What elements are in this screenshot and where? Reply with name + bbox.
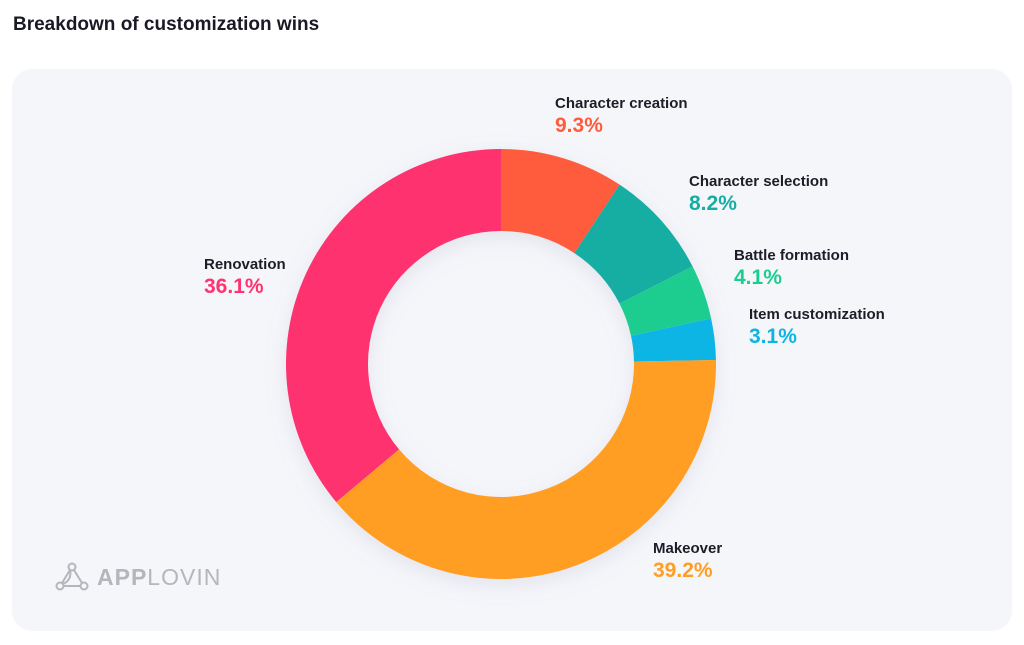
applovin-logo: APPLOVIN bbox=[55, 562, 221, 592]
label-item-customization: Item customization 3.1% bbox=[749, 306, 885, 349]
slice-label: Character creation bbox=[555, 95, 688, 112]
slice-battle-formation bbox=[619, 266, 712, 336]
slice-value: 9.3% bbox=[555, 114, 603, 137]
slice-label: Battle formation bbox=[734, 247, 850, 264]
logo-text-light: LOVIN bbox=[147, 563, 222, 590]
logo-text-bold: APP bbox=[97, 563, 148, 590]
slice-value: 39.2% bbox=[653, 559, 713, 582]
slice-character-selection bbox=[574, 184, 693, 304]
slice-label: Item customization bbox=[749, 306, 885, 323]
slice-label: Renovation bbox=[204, 256, 286, 273]
label-makeover: Makeover 39.2% bbox=[653, 540, 722, 583]
slice-label: Makeover bbox=[653, 540, 723, 557]
slice-value: 8.2% bbox=[689, 192, 737, 215]
slice-makeover bbox=[336, 359, 716, 579]
slice-item-customization bbox=[630, 318, 716, 362]
slice-value: 4.1% bbox=[734, 266, 782, 289]
slice-value: 3.1% bbox=[749, 325, 797, 348]
slice-value: 36.1% bbox=[204, 275, 264, 298]
slice-label: Character selection bbox=[689, 173, 829, 190]
label-character-creation: Character creation 9.3% bbox=[555, 95, 688, 138]
chart-title: Breakdown of customization wins bbox=[13, 14, 320, 35]
label-renovation: Renovation 36.1% bbox=[204, 256, 286, 299]
slice-renovation bbox=[286, 149, 501, 503]
applovin-logo-icon bbox=[55, 562, 89, 591]
label-character-selection: Character selection 8.2% bbox=[689, 173, 828, 216]
slice-character-creation bbox=[501, 149, 620, 254]
label-battle-formation: Battle formation 4.1% bbox=[734, 247, 849, 290]
